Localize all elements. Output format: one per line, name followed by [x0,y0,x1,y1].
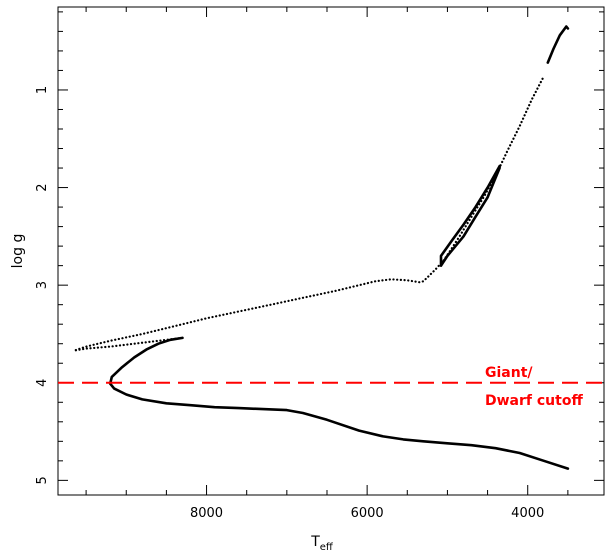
x-axis-title: Teff [310,534,334,553]
x-tick-label: 8000 [190,506,223,521]
y-tick-label: 5 [35,476,50,484]
x-axis-title-main: T [310,534,320,550]
y-tick-label: 3 [35,281,50,289]
cutoff-annotation: Giant/Dwarf cutoff [485,365,583,409]
annotation-line-dwarf: Dwarf cutoff [485,393,583,409]
annotation-line-giant: Giant/ [485,365,533,381]
y-tick-label: 1 [35,86,50,94]
y-tick-label: 2 [35,183,50,191]
x-tick-label: 4000 [511,506,544,521]
x-axis-title-subscript: eff [320,542,334,553]
axis-ticks: 8000 6000 4000 1 2 3 4 5 [35,7,604,521]
y-axis-title: log g [10,234,26,269]
track-segment-2 [72,75,545,352]
plot-frame [57,6,605,496]
track-segment-4 [546,25,570,64]
y-tick-label: 4 [35,379,50,387]
track-segment-3 [439,164,501,267]
series-layer [72,25,570,470]
track-segment-1 [108,336,570,470]
x-tick-label: 6000 [351,506,384,521]
